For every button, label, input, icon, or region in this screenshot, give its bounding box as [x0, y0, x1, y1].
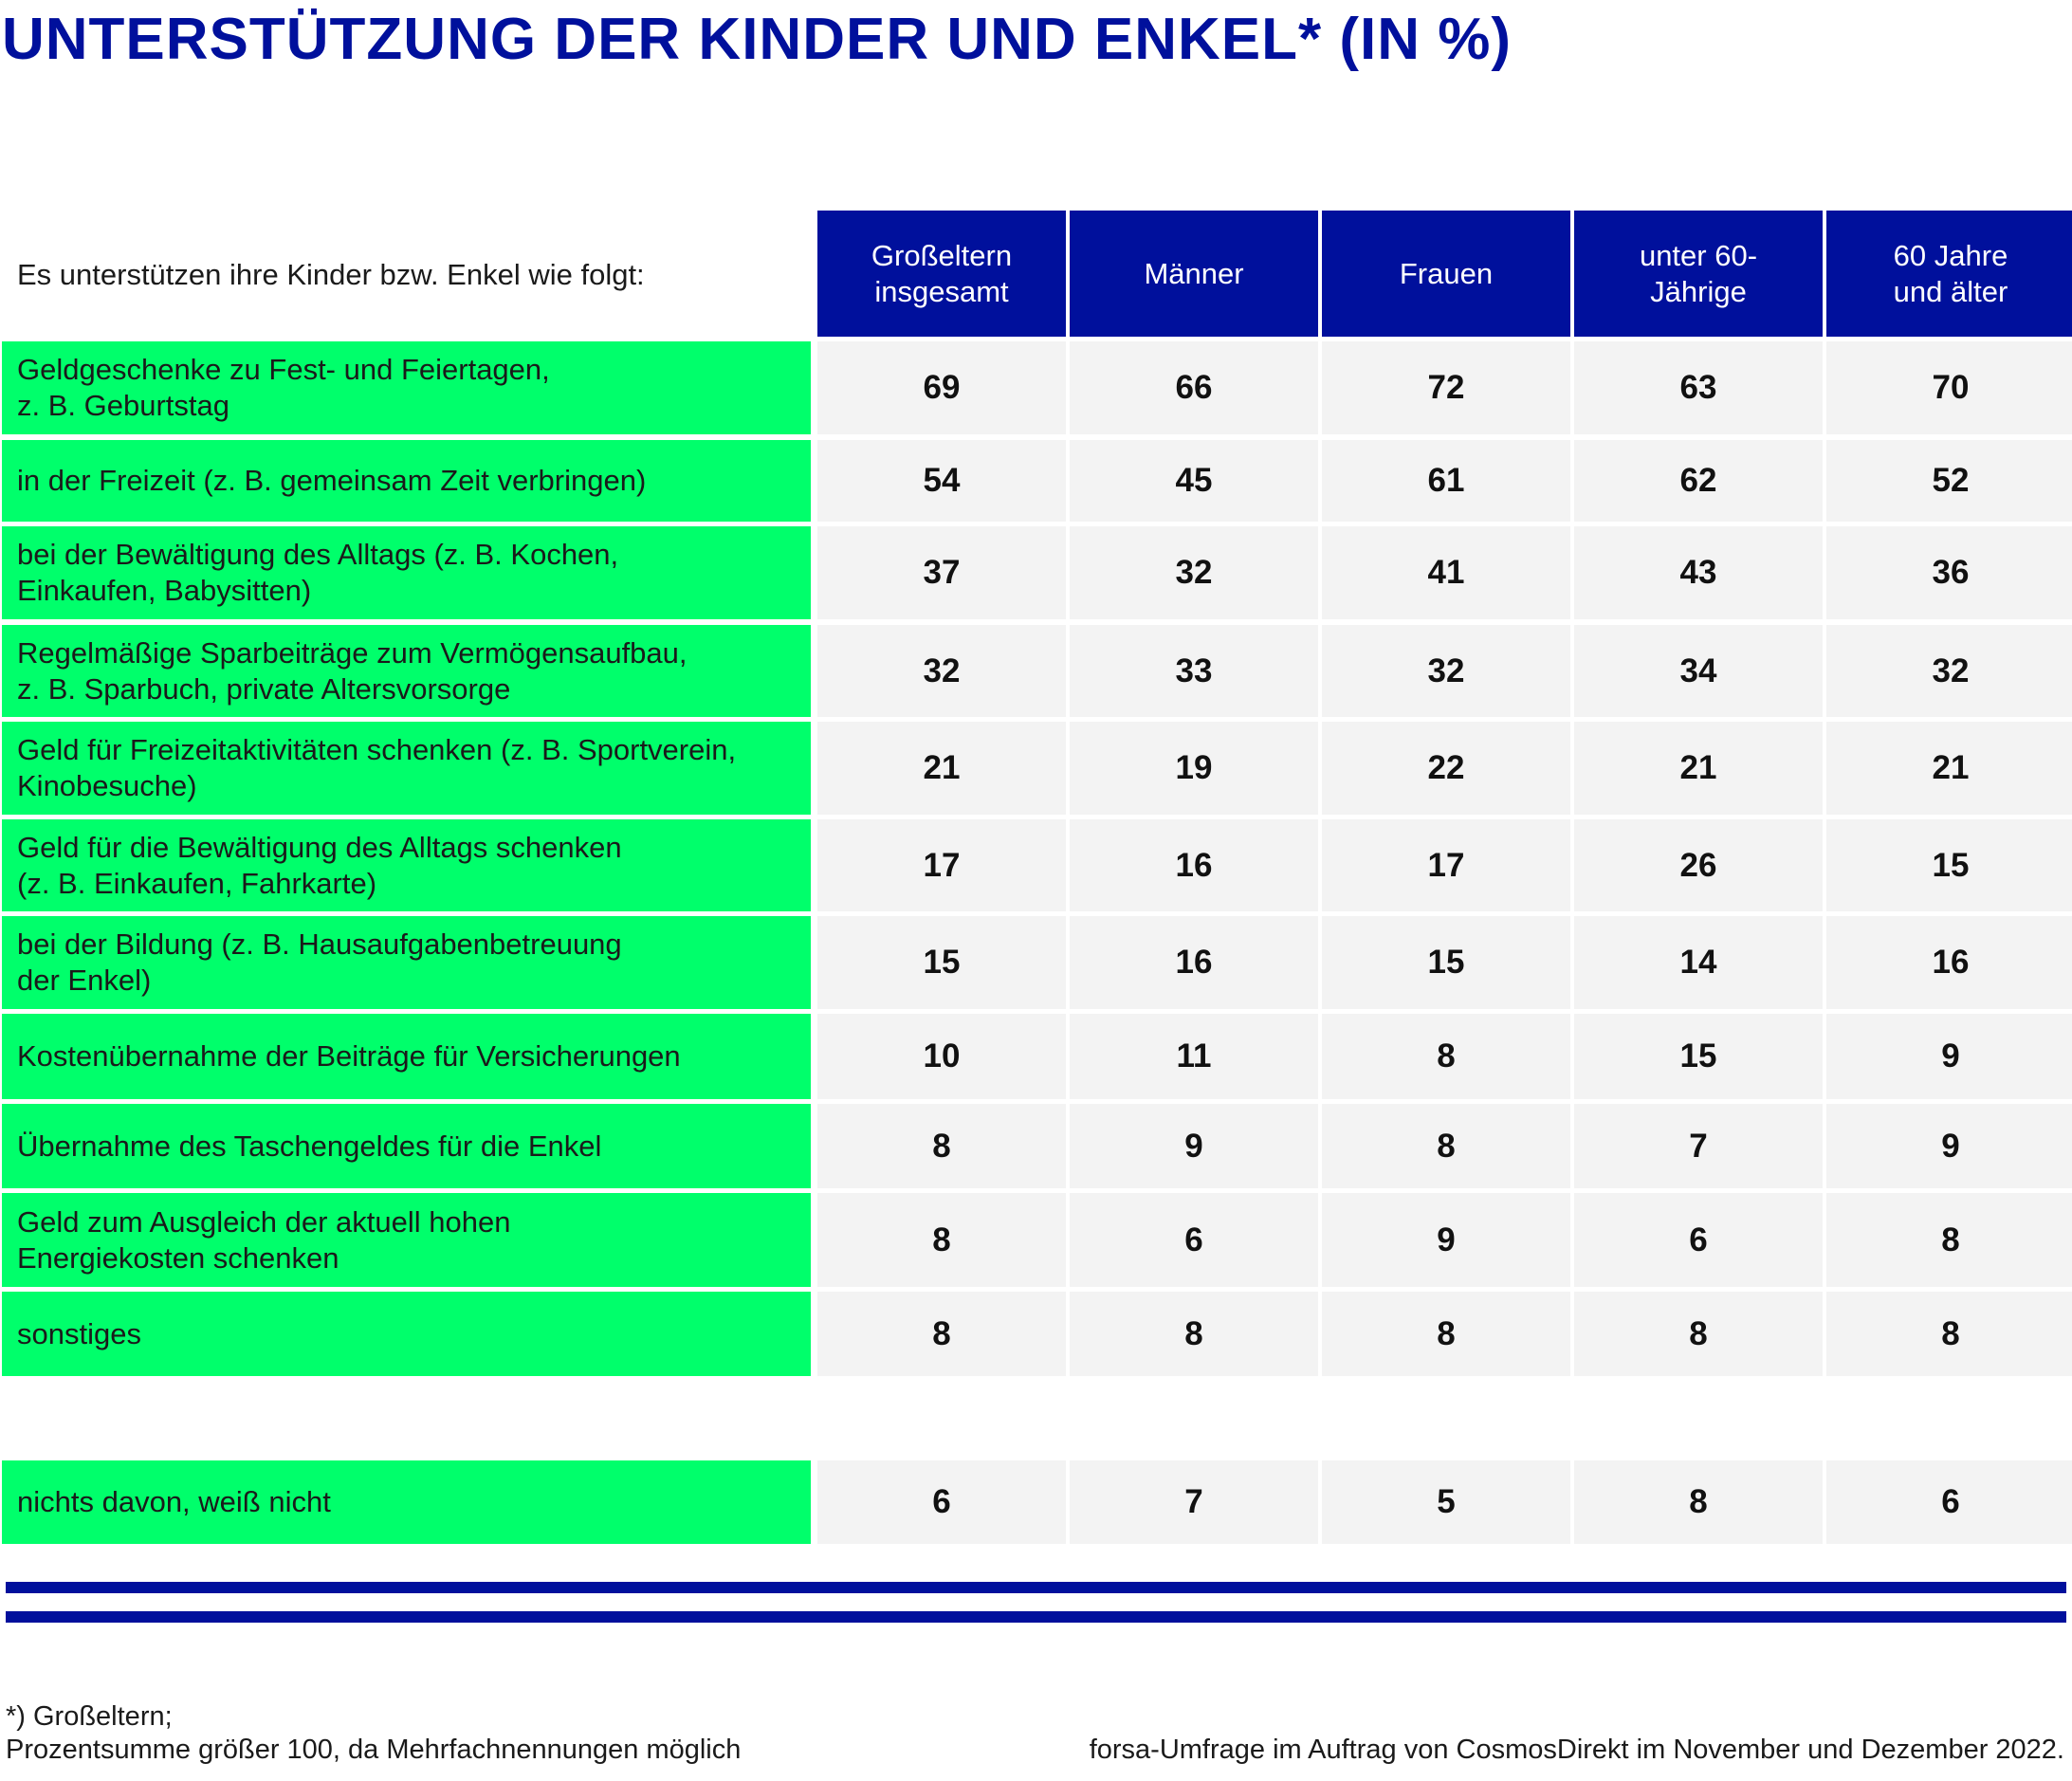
- column-header: Männer: [1070, 211, 1318, 337]
- value-cell: 32: [817, 625, 1066, 717]
- value-cell: 15: [1574, 1014, 1823, 1099]
- row-label: Geldgeschenke zu Fest- und Feiertagen, z…: [2, 341, 811, 434]
- value-cell: 17: [1322, 819, 1570, 911]
- value-cell: 9: [1070, 1104, 1318, 1188]
- row-label: bei der Bewältigung des Alltags (z. B. K…: [2, 526, 811, 619]
- source-note: forsa-Umfrage im Auftrag von CosmosDirek…: [1089, 1735, 2064, 1765]
- value-cell: 8: [1070, 1292, 1318, 1376]
- value-cell: 41: [1322, 526, 1570, 619]
- value-cell: 17: [817, 819, 1066, 911]
- value-cell: 33: [1070, 625, 1318, 717]
- value-cell: 26: [1574, 819, 1823, 911]
- value-cell: 9: [1826, 1014, 2072, 1099]
- value-cell: 32: [1070, 526, 1318, 619]
- value-cell: 32: [1322, 625, 1570, 717]
- row-label: Kostenübernahme der Beiträge für Versich…: [2, 1014, 811, 1099]
- value-cell: 7: [1070, 1460, 1318, 1544]
- value-cell: 16: [1826, 916, 2072, 1009]
- value-cell: 69: [817, 341, 1066, 434]
- value-cell: 8: [817, 1193, 1066, 1287]
- divider-line-top: [6, 1582, 2066, 1593]
- footnote: *) Großeltern; Prozentsumme größer 100, …: [6, 1701, 742, 1765]
- row-label: Übernahme des Taschengeldes für die Enke…: [2, 1104, 811, 1188]
- page-title: UNTERSTÜTZUNG DER KINDER UND ENKEL* (IN …: [2, 7, 1512, 72]
- value-cell: 6: [1070, 1193, 1318, 1287]
- value-cell: 62: [1574, 440, 1823, 522]
- value-cell: 21: [817, 722, 1066, 815]
- value-cell: 43: [1574, 526, 1823, 619]
- value-cell: 70: [1826, 341, 2072, 434]
- value-cell: 14: [1574, 916, 1823, 1009]
- row-label: Geld zum Ausgleich der aktuell hohen Ene…: [2, 1193, 811, 1287]
- column-header: Großeltern insgesamt: [817, 211, 1066, 337]
- value-cell: 8: [1574, 1292, 1823, 1376]
- value-cell: 52: [1826, 440, 2072, 522]
- value-cell: 15: [1322, 916, 1570, 1009]
- value-cell: 9: [1322, 1193, 1570, 1287]
- row-label: Geld für die Bewältigung des Alltags sch…: [2, 819, 811, 911]
- value-cell: 36: [1826, 526, 2072, 619]
- value-cell: 8: [1322, 1104, 1570, 1188]
- value-cell: 45: [1070, 440, 1318, 522]
- row-label: in der Freizeit (z. B. gemeinsam Zeit ve…: [2, 440, 811, 522]
- value-cell: 10: [817, 1014, 1066, 1099]
- value-cell: 8: [1322, 1292, 1570, 1376]
- value-cell: 19: [1070, 722, 1318, 815]
- value-cell: 8: [1322, 1014, 1570, 1099]
- row-label: Regelmäßige Sparbeiträge zum Vermögensau…: [2, 625, 811, 717]
- value-cell: 11: [1070, 1014, 1318, 1099]
- value-cell: 15: [817, 916, 1066, 1009]
- value-cell: 8: [1574, 1460, 1823, 1544]
- value-cell: 15: [1826, 819, 2072, 911]
- column-header: unter 60- Jährige: [1574, 211, 1823, 337]
- value-cell: 63: [1574, 341, 1823, 434]
- row-label: Geld für Freizeitaktivitäten schenken (z…: [2, 722, 811, 815]
- column-header: 60 Jahre und älter: [1826, 211, 2072, 337]
- value-cell: 22: [1322, 722, 1570, 815]
- value-cell: 6: [817, 1460, 1066, 1544]
- value-cell: 6: [1826, 1460, 2072, 1544]
- value-cell: 6: [1574, 1193, 1823, 1287]
- value-cell: 8: [817, 1104, 1066, 1188]
- value-cell: 32: [1826, 625, 2072, 717]
- value-cell: 72: [1322, 341, 1570, 434]
- value-cell: 54: [817, 440, 1066, 522]
- value-cell: 21: [1574, 722, 1823, 815]
- value-cell: 8: [817, 1292, 1066, 1376]
- value-cell: 7: [1574, 1104, 1823, 1188]
- row-label-none: nichts davon, weiß nicht: [2, 1460, 811, 1544]
- value-cell: 9: [1826, 1104, 2072, 1188]
- value-cell: 37: [817, 526, 1066, 619]
- row-label: bei der Bildung (z. B. Hausaufgabenbetre…: [2, 916, 811, 1009]
- table-intro-label: Es unterstützen ihre Kinder bzw. Enkel w…: [17, 257, 645, 291]
- value-cell: 8: [1826, 1193, 2072, 1287]
- divider-line-bottom: [6, 1611, 2066, 1623]
- value-cell: 8: [1826, 1292, 2072, 1376]
- value-cell: 21: [1826, 722, 2072, 815]
- value-cell: 61: [1322, 440, 1570, 522]
- value-cell: 16: [1070, 819, 1318, 911]
- value-cell: 34: [1574, 625, 1823, 717]
- row-label: sonstiges: [2, 1292, 811, 1376]
- column-header: Frauen: [1322, 211, 1570, 337]
- value-cell: 16: [1070, 916, 1318, 1009]
- value-cell: 66: [1070, 341, 1318, 434]
- value-cell: 5: [1322, 1460, 1570, 1544]
